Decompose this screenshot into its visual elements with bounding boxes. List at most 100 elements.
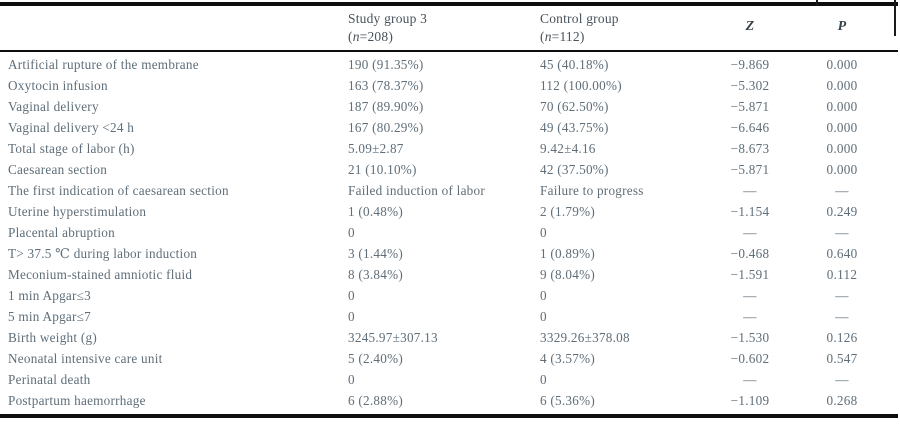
control-value-cell: 0	[540, 287, 547, 303]
study-value-cell: 0	[348, 371, 355, 387]
control-value-cell: 49 (43.75%)	[540, 119, 609, 135]
table-header: Study group 3 (n=208) Control group (n=1…	[0, 4, 898, 52]
control-group-n: (n=112)	[540, 28, 585, 44]
z-value-cell: —	[743, 308, 757, 324]
table-body: Artificial rupture of the membrane 190 (…	[0, 51, 898, 416]
p-value-cell: 0.000	[826, 161, 858, 177]
z-value-cell: —	[743, 224, 757, 240]
study-value-cell: 5 (2.40%)	[348, 350, 403, 366]
p-value-cell: —	[835, 308, 849, 324]
control-value-cell: 6 (5.36%)	[540, 392, 595, 408]
row-label-cell: The first indication of caesarean sectio…	[8, 182, 229, 198]
header-control-group: Control group (n=112)	[532, 4, 700, 51]
control-value-cell: 0	[540, 371, 547, 387]
table-row: Uterine hyperstimulation 1 (0.48%) 2 (1.…	[0, 201, 898, 222]
p-value-cell: 0.000	[826, 140, 858, 156]
p-value-cell: 0.547	[826, 350, 858, 366]
row-label-cell: Vaginal delivery	[8, 98, 99, 114]
header-z-statistic: Z	[745, 19, 755, 35]
control-value-cell: 0	[540, 224, 547, 240]
study-value-cell: 6 (2.88%)	[348, 392, 403, 408]
study-value-cell: 3245.97±307.13	[348, 329, 438, 345]
control-group-title: Control group	[540, 11, 619, 26]
p-value-cell: 0.112	[826, 266, 858, 282]
table-row: Vaginal delivery 187 (89.90%) 70 (62.50%…	[0, 96, 898, 117]
row-label-cell: Postpartum haemorrhage	[8, 392, 146, 408]
header-study-group: Study group 3 (n=208)	[340, 4, 532, 51]
z-value-cell: −5.871	[730, 98, 770, 114]
z-value-cell: −5.302	[730, 77, 770, 93]
table-row: Artificial rupture of the membrane 190 (…	[0, 51, 898, 75]
p-value-cell: —	[835, 182, 849, 198]
study-value-cell: 0	[348, 308, 355, 324]
z-value-cell: —	[743, 182, 757, 198]
control-value-cell: 9 (8.04%)	[540, 266, 595, 282]
control-value-cell: 1 (0.89%)	[540, 245, 595, 261]
row-label-cell: Uterine hyperstimulation	[8, 203, 147, 219]
table-row: The first indication of caesarean sectio…	[0, 180, 898, 201]
row-label-cell: Meconium-stained amniotic fluid	[8, 266, 193, 282]
row-label-cell: 1 min Apgar≤3	[8, 287, 92, 303]
control-value-cell: 42 (37.50%)	[540, 161, 609, 177]
table-row: Placental abruption 0 0 — —	[0, 222, 898, 243]
table-row: Postpartum haemorrhage 6 (2.88%) 6 (5.36…	[0, 390, 898, 416]
study-value-cell: 21 (10.10%)	[348, 161, 417, 177]
row-label-cell: Perinatal death	[8, 371, 91, 387]
control-value-cell: 70 (62.50%)	[540, 98, 609, 114]
row-label-cell: T> 37.5 ℃ during labor induction	[8, 245, 198, 261]
control-value-cell: 0	[540, 308, 547, 324]
z-value-cell: —	[743, 287, 757, 303]
study-value-cell: 0	[348, 287, 355, 303]
row-label-cell: Total stage of labor (h)	[8, 140, 135, 156]
table-row: Vaginal delivery <24 h 167 (80.29%) 49 (…	[0, 117, 898, 138]
study-value-cell: 0	[348, 224, 355, 240]
table-row: T> 37.5 ℃ during labor induction 3 (1.44…	[0, 243, 898, 264]
p-value-cell: 0.000	[826, 77, 858, 93]
p-value-cell: —	[835, 224, 849, 240]
z-value-cell: −1.109	[730, 392, 770, 408]
p-value-cell: 0.640	[826, 245, 858, 261]
row-label-cell: Caesarean section	[8, 161, 108, 177]
row-label-cell: 5 min Apgar≤7	[8, 308, 92, 324]
z-value-cell: −1.591	[730, 266, 770, 282]
z-value-cell: −8.673	[730, 140, 770, 156]
p-value-cell: 0.000	[826, 98, 858, 114]
study-value-cell: 5.09±2.87	[348, 140, 404, 156]
scan-artifact-tick	[816, 0, 818, 6]
p-value-cell: 0.000	[826, 119, 858, 135]
study-value-cell: 1 (0.48%)	[348, 203, 403, 219]
table-row: Meconium-stained amniotic fluid 8 (3.84%…	[0, 264, 898, 285]
row-label-cell: Placental abruption	[8, 224, 115, 240]
p-value-cell: 0.126	[826, 329, 858, 345]
z-value-cell: −5.871	[730, 161, 770, 177]
table-row: Oxytocin infusion 163 (78.37%) 112 (100.…	[0, 75, 898, 96]
z-value-cell: —	[743, 371, 757, 387]
z-value-cell: −0.468	[730, 245, 770, 261]
study-value-cell: 3 (1.44%)	[348, 245, 403, 261]
header-label-column	[0, 4, 340, 51]
study-value-cell: 190 (91.35%)	[348, 56, 424, 72]
p-value-cell: 0.249	[826, 203, 858, 219]
control-value-cell: 112 (100.00%)	[540, 77, 622, 93]
control-value-cell: 45 (40.18%)	[540, 56, 609, 72]
p-value-cell: 0.268	[826, 392, 858, 408]
row-label-cell: Neonatal intensive care unit	[8, 350, 163, 366]
control-value-cell: 2 (1.79%)	[540, 203, 595, 219]
row-label-cell: Artificial rupture of the membrane	[8, 56, 199, 72]
outcomes-comparison-table: Study group 3 (n=208) Control group (n=1…	[0, 2, 898, 419]
p-value-cell: —	[835, 371, 849, 387]
scan-artifact-page-edge	[894, 0, 896, 36]
row-label-cell: Vaginal delivery <24 h	[8, 119, 135, 135]
table-row: Perinatal death 0 0 — —	[0, 369, 898, 390]
table-row: Caesarean section 21 (10.10%) 42 (37.50%…	[0, 159, 898, 180]
header-row: Study group 3 (n=208) Control group (n=1…	[0, 4, 898, 52]
study-group-title: Study group 3	[348, 11, 428, 26]
header-p-value: P	[837, 19, 847, 35]
table-row: Total stage of labor (h) 5.09±2.87 9.42±…	[0, 138, 898, 159]
study-value-cell: 187 (89.90%)	[348, 98, 424, 114]
z-value-cell: −9.869	[730, 56, 770, 72]
study-value-cell: 8 (3.84%)	[348, 266, 403, 282]
z-value-cell: −6.646	[730, 119, 770, 135]
table-row: 5 min Apgar≤7 0 0 — —	[0, 306, 898, 327]
z-value-cell: −1.154	[730, 203, 770, 219]
